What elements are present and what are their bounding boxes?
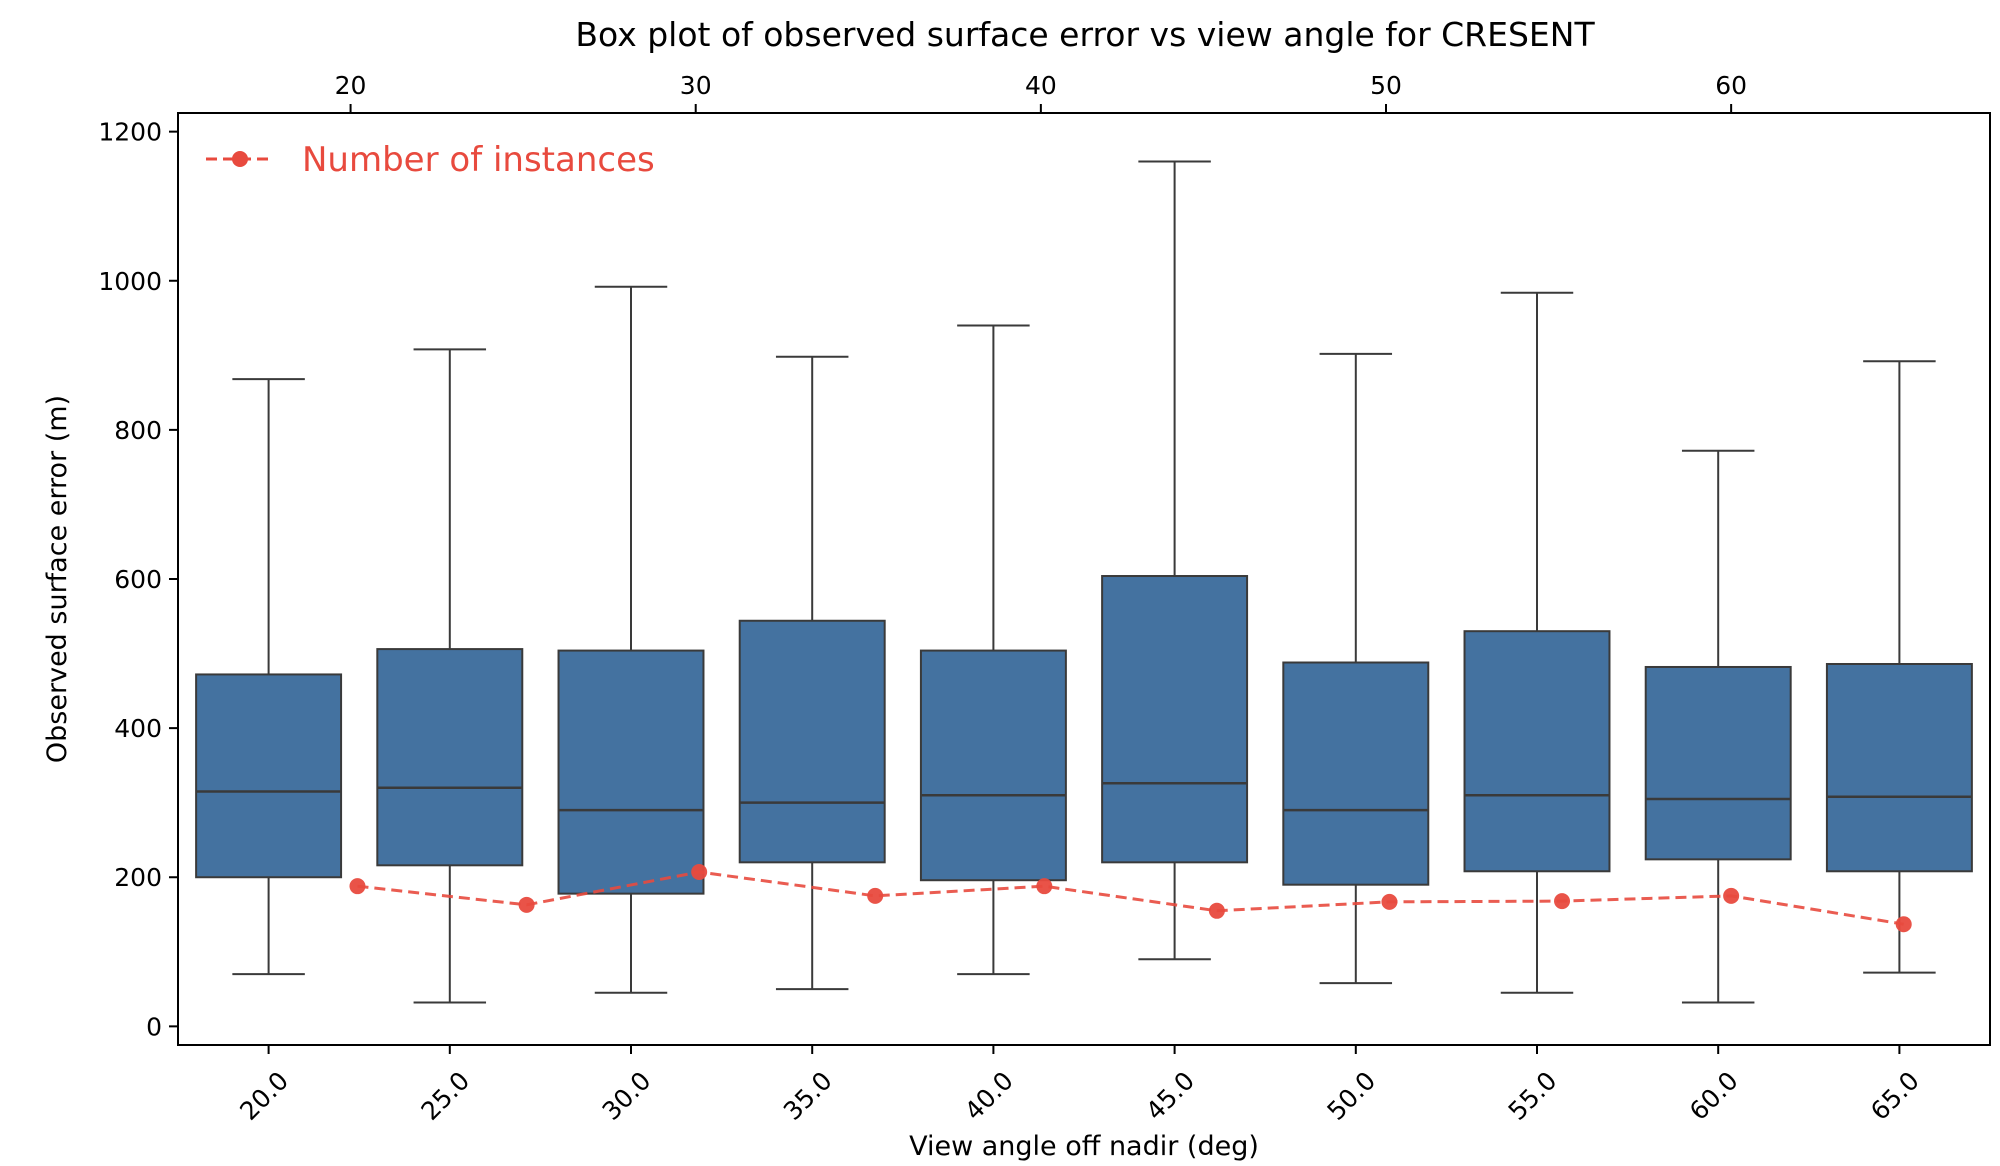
box-iqr — [195, 673, 343, 879]
box-iqr — [1644, 665, 1792, 861]
x-tick-label: 20.0 — [234, 1066, 294, 1126]
x-tick-label: 55.0 — [1503, 1066, 1563, 1126]
y-tick-label: 800 — [114, 416, 162, 445]
y-tick-label: 600 — [114, 565, 162, 594]
box-iqr — [376, 648, 524, 867]
instances-point — [1036, 878, 1053, 895]
instances-point — [518, 896, 535, 913]
y-tick-label: 400 — [114, 714, 162, 743]
box-iqr — [1282, 661, 1430, 886]
instances-point — [1723, 887, 1740, 904]
x-tick-label: 40.0 — [959, 1066, 1019, 1126]
boxes-group — [195, 160, 1973, 1004]
x-tick-label: 30.0 — [597, 1066, 657, 1126]
x-tick-label: 45.0 — [1140, 1066, 1200, 1126]
plot-frame — [177, 112, 1991, 1046]
instances-point — [349, 878, 366, 895]
instances-point — [1381, 893, 1398, 910]
instances-point — [691, 864, 708, 881]
top-axis: 20 30 40 50 60 — [335, 71, 1747, 113]
top-tick-label: 40 — [1025, 71, 1057, 100]
x-tick-label: 65.0 — [1865, 1066, 1925, 1126]
box-45.0 — [1101, 160, 1249, 961]
box-iqr — [1463, 630, 1611, 873]
box-60.0 — [1644, 449, 1792, 1004]
top-tick-label: 60 — [1715, 71, 1747, 100]
y-tick-label: 0 — [146, 1012, 162, 1041]
chart-title: Box plot of observed surface error vs vi… — [575, 15, 1595, 54]
y-axis: 0 200 400 600 800 1000 1200 — [98, 118, 178, 1041]
box-35.0 — [738, 355, 886, 991]
y-axis-label: Observed surface error (m) — [42, 395, 73, 763]
top-tick-label: 20 — [335, 71, 367, 100]
box-iqr — [919, 649, 1067, 882]
x-tick-label: 35.0 — [778, 1066, 838, 1126]
box-20.0 — [195, 378, 343, 976]
instances-point — [1895, 916, 1912, 933]
x-tick-label: 25.0 — [415, 1066, 475, 1126]
box-40.0 — [919, 324, 1067, 976]
box-65.0 — [1825, 360, 1973, 974]
box-iqr — [1101, 575, 1249, 864]
y-tick-label: 1200 — [98, 118, 162, 147]
box-55.0 — [1463, 291, 1611, 994]
box-iqr — [1825, 662, 1973, 873]
top-tick-label: 30 — [680, 71, 712, 100]
x-tick-label: 50.0 — [1321, 1066, 1381, 1126]
top-tick-label: 50 — [1370, 71, 1402, 100]
instances-point — [867, 887, 884, 904]
legend-marker-swatch — [232, 151, 248, 167]
box-30.0 — [557, 285, 705, 994]
y-tick-label: 200 — [114, 863, 162, 892]
x-tick-label: 60.0 — [1684, 1066, 1744, 1126]
x-axis: 20.0 25.0 30.0 35.0 40.0 45.0 50.0 55.0 60.0 65.0 — [234, 1045, 1925, 1126]
instances-line-group — [349, 864, 1912, 933]
box-iqr — [738, 619, 886, 864]
y-tick-label: 1000 — [98, 267, 162, 296]
x-axis-label: View angle off nadir (deg) — [909, 1131, 1259, 1162]
legend: Number of instances — [206, 140, 655, 180]
instances-line — [357, 870, 1904, 926]
box-25.0 — [376, 348, 524, 1004]
instances-point — [1208, 902, 1225, 919]
legend-label: Number of instances — [302, 140, 655, 180]
instances-point — [1554, 893, 1571, 910]
box-50.0 — [1282, 352, 1430, 985]
box-iqr — [557, 649, 705, 895]
